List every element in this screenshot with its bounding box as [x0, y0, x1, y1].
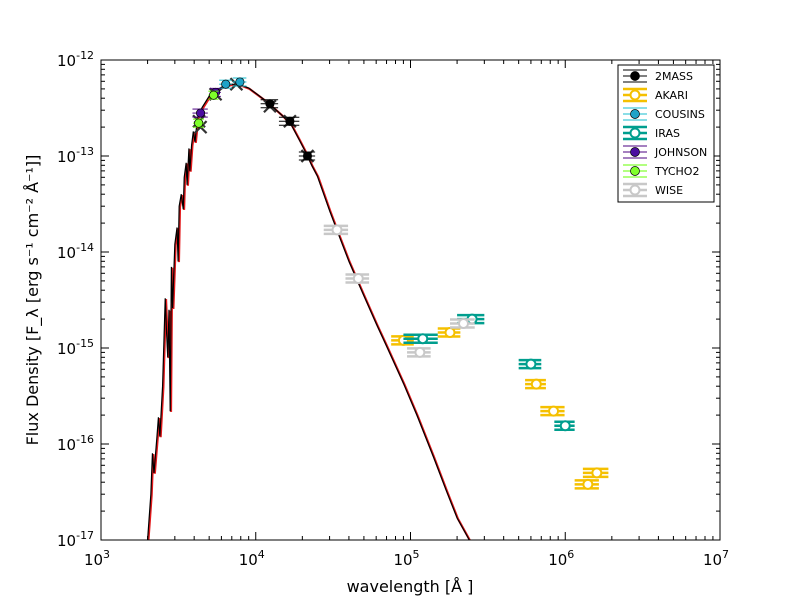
data-point — [525, 358, 537, 370]
legend-entry-cousins: COUSINS — [623, 107, 705, 121]
series-wise — [323, 224, 475, 358]
data-point — [331, 224, 343, 236]
data-point — [352, 272, 364, 284]
y-tick-label: 10-13 — [57, 145, 94, 166]
series-cousins — [219, 77, 247, 89]
data-point — [302, 151, 313, 161]
legend-marker — [629, 127, 641, 139]
x-tick-label: 105 — [393, 548, 419, 569]
x-axis-label: wavelength [Å ] — [347, 577, 474, 596]
data-point — [548, 405, 560, 417]
model-spectrum — [146, 83, 471, 540]
series-2mass — [260, 99, 316, 161]
y-tick-label: 10-17 — [57, 529, 94, 550]
y-axis-label: Flux Density [F_λ [erg s⁻¹ cm⁻² Å⁻¹]] — [23, 155, 43, 446]
legend-label: WISE — [655, 184, 683, 197]
legend-marker — [630, 71, 640, 81]
legend: 2MASS AKARI COUSINS IRAS JOHNSON TYCHO2 WISE — [617, 64, 715, 203]
data-point — [591, 467, 603, 479]
legend-entry-2mass: 2MASS — [623, 69, 693, 83]
y-tick-label: 10-15 — [57, 337, 94, 358]
data-point — [444, 327, 456, 339]
legend-marker — [629, 184, 641, 196]
legend-marker — [630, 109, 640, 119]
plot-area — [101, 60, 720, 540]
data-point — [221, 79, 231, 89]
data-point — [209, 90, 219, 100]
series-tycho2 — [192, 90, 219, 128]
data-point — [530, 378, 542, 390]
data-point — [285, 116, 295, 126]
photometry-points — [192, 77, 609, 490]
data-point — [414, 346, 426, 358]
legend-label: AKARI — [655, 89, 688, 102]
data-point — [582, 478, 594, 490]
legend-marker — [630, 166, 640, 176]
x-tick-label: 106 — [548, 548, 574, 569]
legend-label: IRAS — [655, 127, 680, 140]
x-tick-label: 104 — [239, 548, 265, 569]
legend-entry-wise: WISE — [623, 182, 683, 198]
y-tick-label: 10-12 — [57, 49, 94, 70]
legend-entry-akari: AKARI — [623, 87, 688, 103]
x-tick-label: 107 — [703, 548, 729, 569]
x-tick-label: 103 — [84, 548, 110, 569]
y-tick-label: 10-14 — [57, 241, 94, 262]
data-point — [559, 420, 571, 432]
legend-marker — [630, 147, 640, 157]
data-point — [235, 77, 245, 87]
data-point — [457, 317, 469, 329]
legend-entry-tycho2: TYCHO2 — [623, 164, 699, 178]
model-curve — [146, 83, 470, 540]
legend-marker — [629, 89, 641, 101]
data-point — [194, 118, 204, 128]
y-tick-label: 10-16 — [57, 433, 94, 454]
data-point — [265, 99, 275, 109]
legend-label: 2MASS — [655, 70, 693, 83]
legend-entry-johnson: JOHNSON — [623, 145, 707, 159]
legend-label: COUSINS — [655, 108, 705, 121]
legend-label: JOHNSON — [654, 146, 707, 159]
data-point — [196, 108, 206, 118]
data-point — [417, 333, 429, 345]
legend-entry-iras: IRAS — [623, 125, 680, 141]
legend-label: TYCHO2 — [654, 165, 699, 178]
